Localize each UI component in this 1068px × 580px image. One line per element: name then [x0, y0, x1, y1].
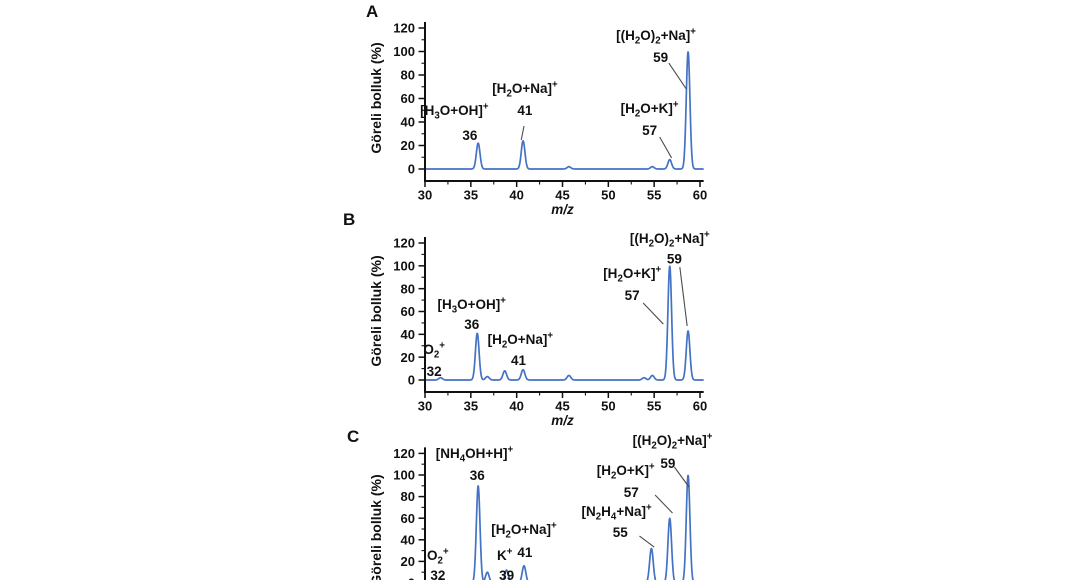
x-tick-label: 40: [509, 399, 523, 414]
peak-formula-label: [H2O+Na]+: [492, 79, 558, 99]
peak-mz-number: 57: [624, 485, 639, 500]
y-tick-label: 80: [401, 68, 415, 83]
x-axis-title: m/z: [551, 202, 574, 217]
peak-mz-number: 36: [470, 468, 486, 483]
peak-formula-label: [(H2O)2+Na]+: [633, 431, 713, 451]
spectrum-trace: [424, 265, 705, 381]
peak-mz-number: 57: [642, 123, 657, 138]
y-tick-label: 60: [401, 91, 415, 106]
y-tick-label: 100: [393, 258, 415, 273]
peak-mz-number: 55: [613, 525, 629, 540]
y-tick-label: 100: [393, 44, 415, 59]
peak-formula-label: [H2O+Na]+: [491, 520, 557, 540]
peak-formula-label: [H2O+K]+: [603, 264, 661, 284]
panel-a: 0 20 40 60 80 100 120 30 35 40 45 50 55 60 m/z Göreli b…: [368, 21, 707, 217]
peak-formula-label: [H2O+Na]+: [488, 330, 554, 350]
y-axis-title: Göreli bolluk (%): [368, 474, 384, 580]
y-tick-label: 80: [401, 281, 415, 296]
annotation-leader-line: [520, 125, 525, 141]
x-tick-label: 55: [647, 399, 661, 414]
y-tick-label: 0: [408, 373, 415, 388]
x-tick-label: 50: [601, 188, 615, 203]
peak-formula-label: [H2O+K]+: [621, 99, 679, 119]
peak-formula-label: O2+: [427, 546, 449, 566]
peak-formula-label: [H3O+OH]+: [438, 295, 507, 315]
panel-b: 0 20 40 60 80 100 120 30 35 40 45 50 55 60 m/z Göreli b…: [368, 229, 710, 428]
peak-mz-number: 39: [499, 568, 514, 580]
annotation-leader-line: [659, 136, 673, 159]
x-tick-label: 35: [464, 188, 478, 203]
peak-mz-number: 36: [462, 128, 478, 143]
panel-tag-a: A: [366, 2, 379, 21]
peak-mz-number: 36: [464, 317, 480, 332]
panel-tag-b: B: [343, 210, 356, 229]
peak-mz-number: 59: [653, 50, 668, 65]
y-tick-label: 120: [393, 21, 415, 36]
y-axis-title: Göreli bolluk (%): [368, 42, 384, 153]
annotation-leader-line: [654, 494, 673, 514]
peak-mz-number: 32: [430, 568, 445, 580]
panel-tag-c: C: [347, 427, 360, 446]
x-tick-label: 45: [555, 399, 569, 414]
y-tick-label: 120: [393, 446, 415, 461]
peak-formula-label: [(H2O)2+Na]+: [616, 26, 696, 46]
y-tick-label: 60: [401, 511, 415, 526]
y-tick-label: 0: [408, 162, 415, 177]
spectrum-trace: [437, 474, 694, 580]
y-tick-label: 40: [401, 327, 415, 342]
y-tick-label: 120: [393, 236, 415, 251]
peak-mz-number: 41: [511, 353, 527, 368]
x-tick-label: 55: [647, 188, 661, 203]
peak-mz-number: 57: [625, 288, 640, 303]
peak-mz-number: 41: [517, 103, 533, 118]
y-tick-label: 20: [401, 138, 415, 153]
spectrum-trace: [424, 51, 705, 170]
peak-formula-label: K+: [497, 546, 513, 563]
peak-formula-label: [H3O+OH]+: [420, 101, 489, 121]
annotation-leader-line: [673, 466, 690, 488]
annotation-leader-line: [642, 302, 664, 325]
peak-mz-number: 59: [660, 456, 675, 471]
x-tick-label: 30: [418, 399, 432, 414]
peak-formula-label: O2+: [423, 340, 445, 360]
y-tick-label: 60: [401, 304, 415, 319]
peak-mz-number: 41: [517, 545, 533, 560]
y-tick-label: 20: [401, 350, 415, 365]
annotation-leader-line: [668, 62, 687, 90]
y-tick-label: 20: [401, 554, 415, 569]
y-tick-label: 40: [401, 532, 415, 547]
peak-formula-label: [(H2O)2+Na]+: [630, 229, 710, 249]
x-tick-label: 45: [555, 188, 569, 203]
x-tick-label: 30: [418, 188, 432, 203]
peak-mz-number: 32: [427, 364, 442, 379]
y-tick-label: 0: [408, 576, 415, 580]
x-axis-title: m/z: [551, 413, 574, 428]
y-tick-label: 100: [393, 468, 415, 483]
x-tick-label: 60: [693, 188, 707, 203]
x-tick-label: 60: [693, 399, 707, 414]
x-tick-label: 35: [464, 399, 478, 414]
y-axis-title: Göreli bolluk (%): [368, 255, 384, 366]
peak-formula-label: [NH4OH+H]+: [436, 444, 514, 464]
y-tick-label: 80: [401, 489, 415, 504]
x-tick-label: 40: [509, 188, 523, 203]
annotation-leader-line: [639, 535, 655, 548]
peak-formula-label: [N2H4+Na]+: [582, 502, 652, 522]
x-tick-label: 50: [601, 399, 615, 414]
peak-formula-label: [H2O+K]+: [597, 461, 655, 481]
peak-mz-number: 59: [667, 251, 682, 266]
annotation-leader-line: [679, 267, 688, 327]
y-tick-label: 40: [401, 115, 415, 130]
